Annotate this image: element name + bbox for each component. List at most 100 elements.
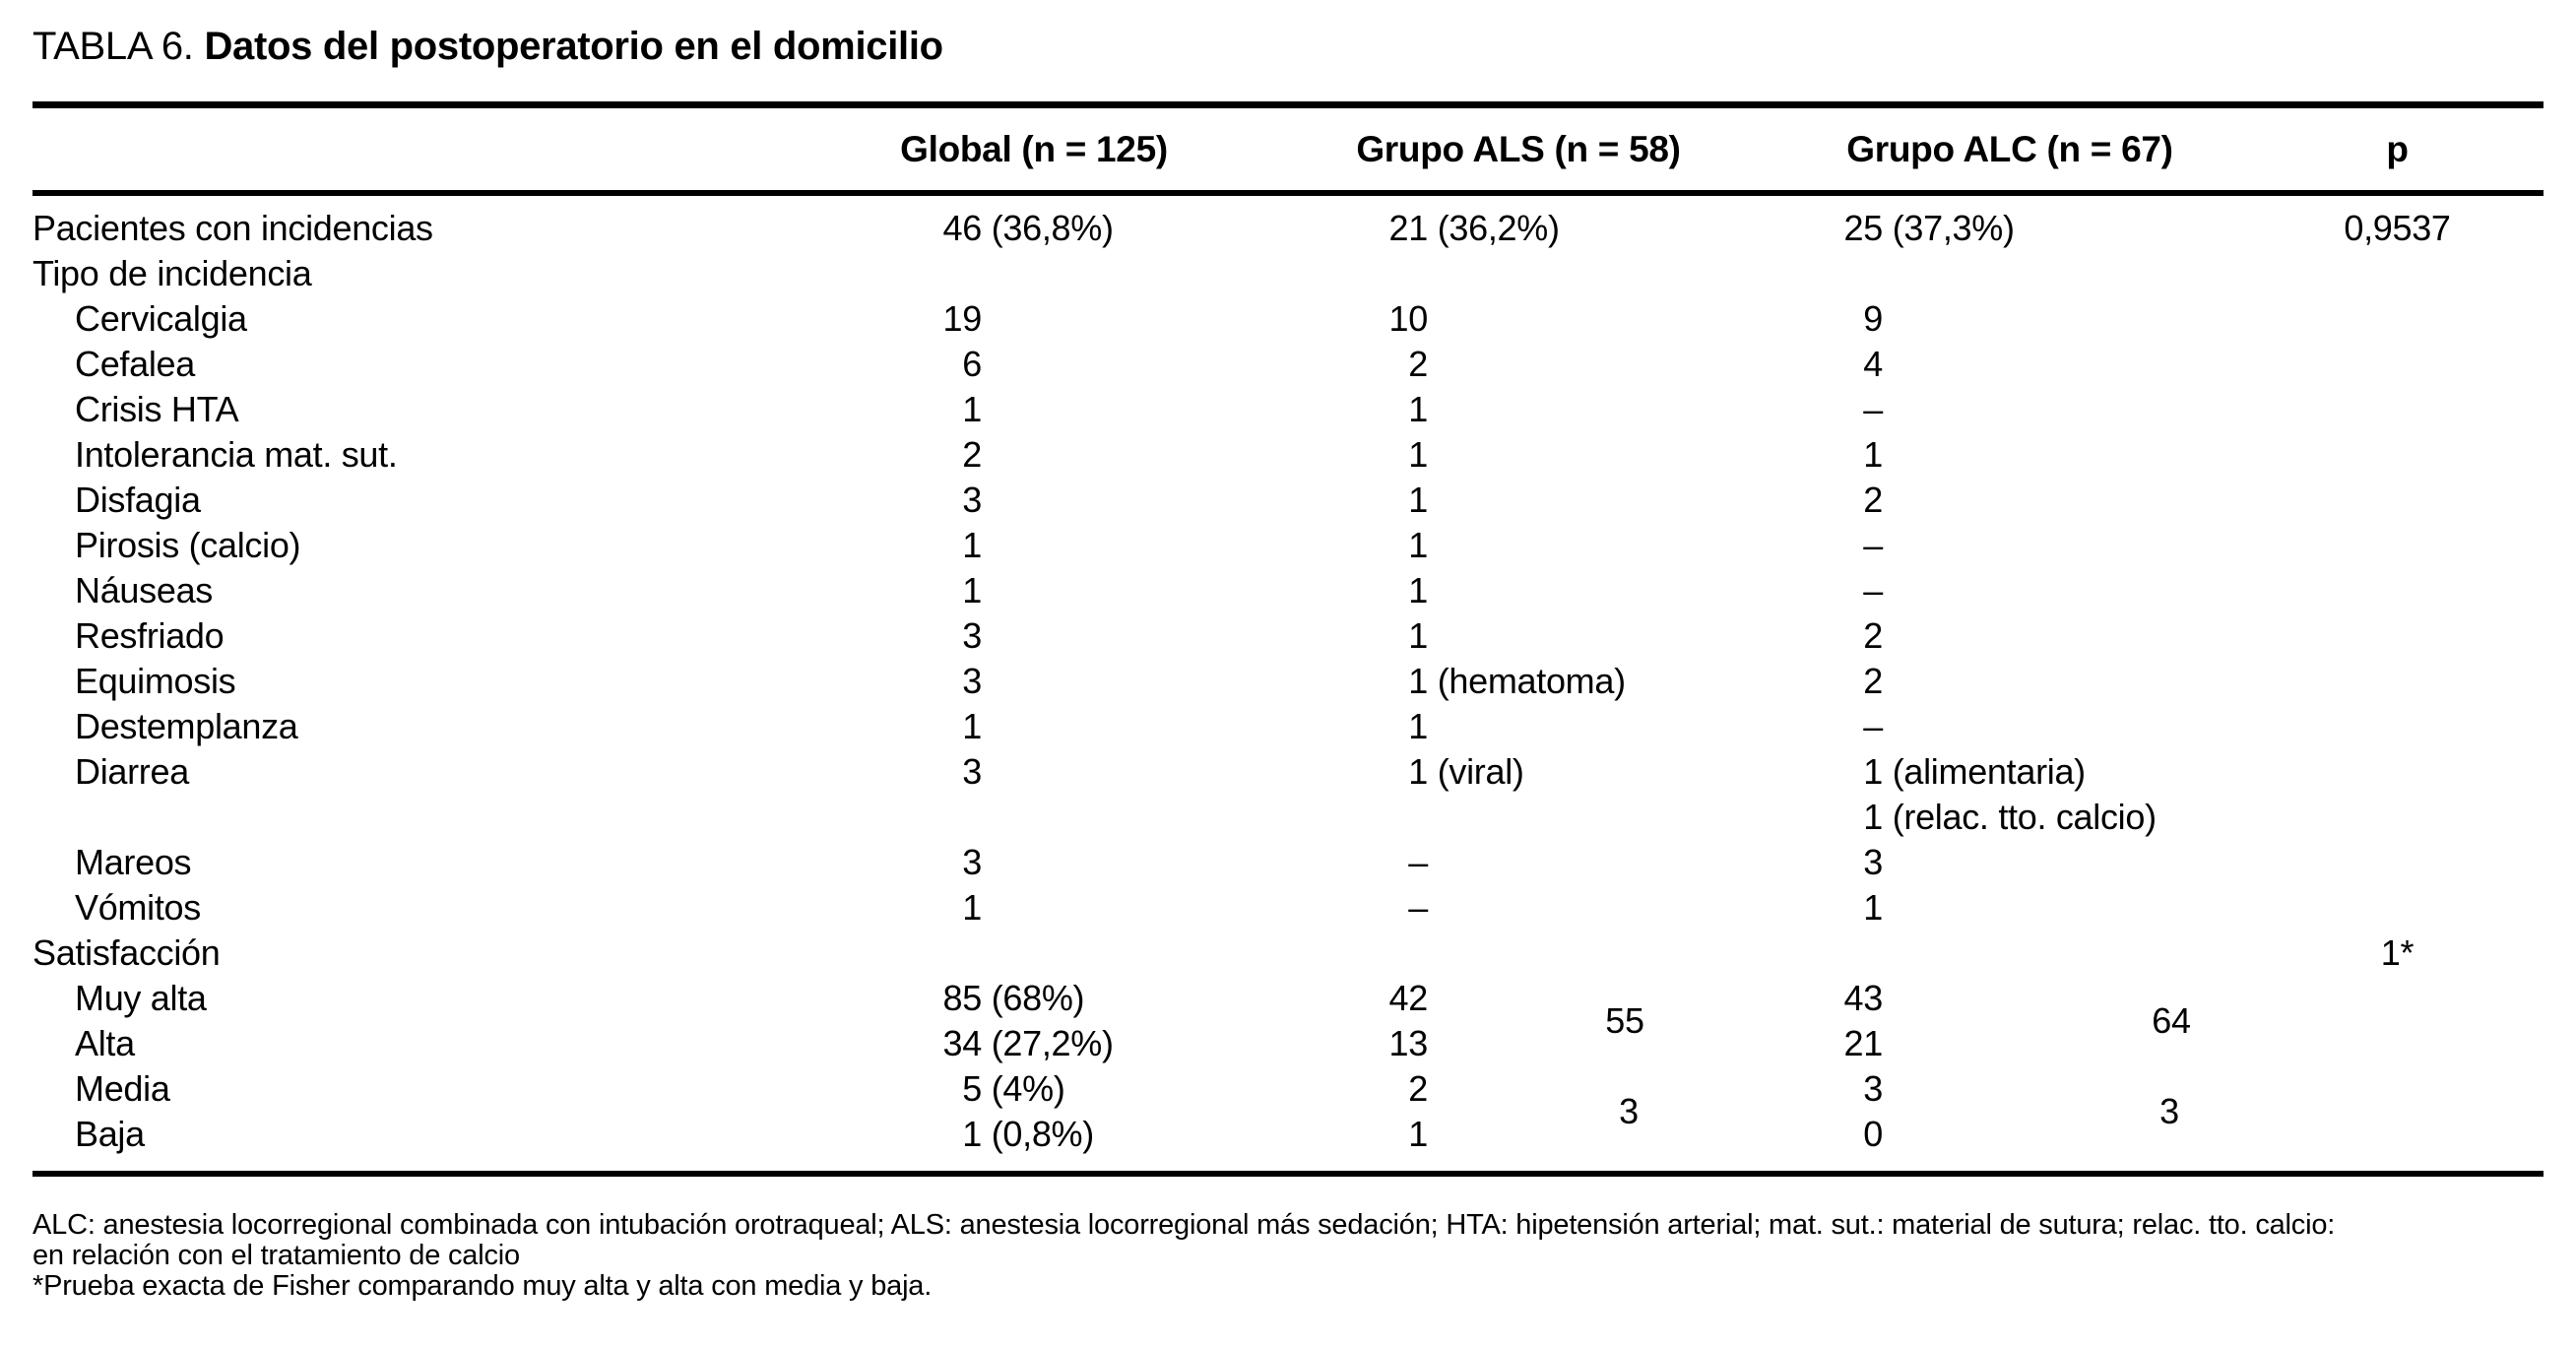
value-number: 1 [1863,887,1883,928]
value-line: 1 (viral) [1310,749,1763,795]
value-line: 2 [1763,478,2225,523]
row-label: Satisfacción [32,932,221,973]
cell-p [2225,1021,2544,1066]
cell-p [2225,885,2544,930]
value-detail: (27,2%) [982,1023,1114,1063]
cell-p [2225,613,2544,659]
value-number: 1 [1863,751,1883,792]
cell-global: 2 [857,432,1310,478]
value-line: 3 [857,659,1310,704]
value-detail: (relac. tto. calcio) [1883,797,2157,837]
row-label: Pacientes con incidencias [32,208,433,248]
table-row: Baja 1 (0,8%) 1 0 [32,1112,2544,1157]
value-number: 2 [962,434,982,475]
row-label: Cervicalgia [75,298,247,339]
cell-alc: 3 [1763,840,2225,885]
cell-p [2225,976,2544,1021]
cell-p [2225,342,2544,387]
value-line: 1 (relac. tto. calcio) [1763,795,2225,840]
cell-global: 46 (36,8%) [857,206,1310,251]
cell-global: 85 (68%) [857,976,1310,1021]
value-detail: (37,3%) [1883,208,2015,248]
row-label: Diarrea [75,751,189,792]
cell-als: 1 [1310,613,1763,659]
top-rule [32,101,2544,108]
value-line: 1 [1310,704,1763,749]
row-label: Alta [75,1023,135,1063]
cell-global: 1 [857,523,1310,568]
table-row: Media 5 (4%) 2 3 [32,1066,2544,1112]
value-line: 3 [1763,840,2225,885]
cell-als: 1 (viral) [1310,749,1763,840]
value-line: 2 [1763,659,2225,704]
value-number: 46 [942,208,983,248]
value-detail: (0,8%) [982,1114,1095,1154]
value-line: 3 [857,840,1310,885]
column-header-grupo-alc: Grupo ALC (n = 67) [1846,128,2173,169]
cell-global: 3 [857,840,1310,885]
value-number: – [1863,525,1883,565]
cell-als: 1 [1310,568,1763,613]
value-number: 3 [962,842,982,882]
table-row: Náuseas 1 1 – [32,568,2544,613]
cell-global: 1 [857,704,1310,749]
value-number: 6 [962,344,982,384]
value-line: 25 (37,3%) [1763,206,2225,251]
value-number: 1 [962,570,982,610]
cell-als: 1 (hematoma) [1310,659,1763,704]
value-line: 46 (36,8%) [857,206,1310,251]
cell-als [1310,930,1763,976]
cell-alc: 2 [1763,613,2225,659]
value-number: – [1863,570,1883,610]
table-row: Disfagia 3 1 2 [32,478,2544,523]
value-number: 1 [1408,434,1428,475]
cell-als: 1 [1310,704,1763,749]
row-label: Vómitos [75,887,201,928]
value-line: 2 [1310,1066,1763,1112]
table-row: Intolerancia mat. sut. 2 1 1 [32,432,2544,478]
cell-alc: 43 [1763,976,2225,1021]
cell-p [2225,704,2544,749]
value-line: 1 [1763,432,2225,478]
footnote-abbreviations: ALC: anestesia locorregional combinada c… [32,1209,2336,1241]
cell-als: 1 [1310,478,1763,523]
cell-global: 1 [857,568,1310,613]
value-detail: (36,8%) [982,208,1114,248]
value-line: 1 (0,8%) [857,1112,1310,1157]
value-number: 1 [962,1114,982,1154]
cell-p [2225,478,2544,523]
table-header-row: Global (n = 125) Grupo ALS (n = 58) Grup… [32,108,2544,190]
value-line: 1 [1310,1112,1763,1157]
value-number: 3 [962,661,982,701]
value-line: 43 [1763,976,2225,1021]
value-line: 21 [1763,1021,2225,1066]
value-number: 1 [962,706,982,746]
value-line: 1 [857,885,1310,930]
value-line: 1 (alimentaria) [1763,749,2225,795]
value-line: – [1763,523,2225,568]
cell-global: 1 (0,8%) [857,1112,1310,1157]
row-label: Disfagia [75,480,201,520]
value-number: 21 [1843,1023,1884,1063]
table-page: TABLA 6. Datos del postoperatorio en el … [32,25,2544,1302]
value-line: 85 (68%) [857,976,1310,1021]
value-number: 1 [1408,389,1428,429]
row-label: Intolerancia mat. sut. [75,434,398,475]
column-header-grupo-als: Grupo ALS (n = 58) [1356,128,1681,169]
value-number: 1 [1408,706,1428,746]
cell-alc [1763,930,2225,976]
cell-alc: 3 [1763,1066,2225,1112]
value-number: 4 [1863,344,1883,384]
value-number: – [1408,842,1428,882]
cell-p [2225,840,2544,885]
cell-p: 0,9537 [2344,208,2451,248]
cell-global: 3 [857,613,1310,659]
column-header-p: p [2386,128,2409,169]
cell-global: 3 [857,749,1310,840]
cell-als: 2 [1310,342,1763,387]
value-line: – [1763,387,2225,432]
value-line: 1 [1310,523,1763,568]
value-line: 1 [1310,387,1763,432]
table-rows-container: Pacientes con incidencias 46 (36,8%) 21 (3… [32,206,2544,1157]
row-label: Cefalea [75,344,195,384]
